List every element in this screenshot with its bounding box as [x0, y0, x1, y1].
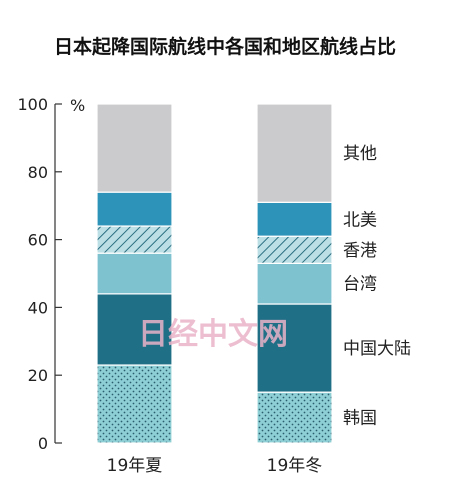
bars-group: [96, 103, 333, 444]
series-labels: 韩国 中国大陆 台湾 香港 北美 其他: [343, 144, 411, 428]
bar-segment: [256, 235, 333, 264]
series-label: 韩国: [343, 409, 377, 429]
bar-segment: [96, 103, 173, 193]
series-label: 其他: [343, 144, 377, 164]
y-tick-label: 0: [38, 434, 48, 453]
bar-segment: [256, 303, 333, 393]
series-label: 北美: [343, 210, 377, 230]
x-category-label: 19年夏: [107, 456, 163, 476]
bar-segment: [96, 252, 173, 295]
bar-segment: [256, 391, 333, 444]
bar-segment: [96, 191, 173, 227]
series-label: 中国大陆: [343, 339, 411, 359]
y-tick-label: 60: [28, 231, 48, 250]
series-label: 香港: [343, 241, 377, 261]
x-axis-labels: 19年夏 19年冬: [107, 456, 323, 476]
bar-segment: [96, 364, 173, 444]
y-axis-unit: %: [70, 96, 85, 115]
y-tick-label: 20: [28, 366, 48, 385]
series-label: 台湾: [343, 275, 377, 295]
watermark: 日经中文网: [138, 317, 288, 352]
y-tick-label: 100: [17, 95, 48, 114]
y-axis: 0 20 40 60 80 100: [17, 95, 62, 453]
bar-segment: [96, 225, 173, 254]
chart-title: 日本起降国际航线中各国和地区航线占比: [54, 35, 396, 58]
bar-segment: [96, 293, 173, 366]
bar-segment: [256, 103, 333, 203]
y-tick-label: 80: [28, 163, 48, 182]
x-category-label: 19年冬: [267, 456, 323, 476]
y-tick-label: 40: [28, 298, 48, 317]
bar-segment: [256, 201, 333, 237]
bar-segment: [256, 262, 333, 305]
